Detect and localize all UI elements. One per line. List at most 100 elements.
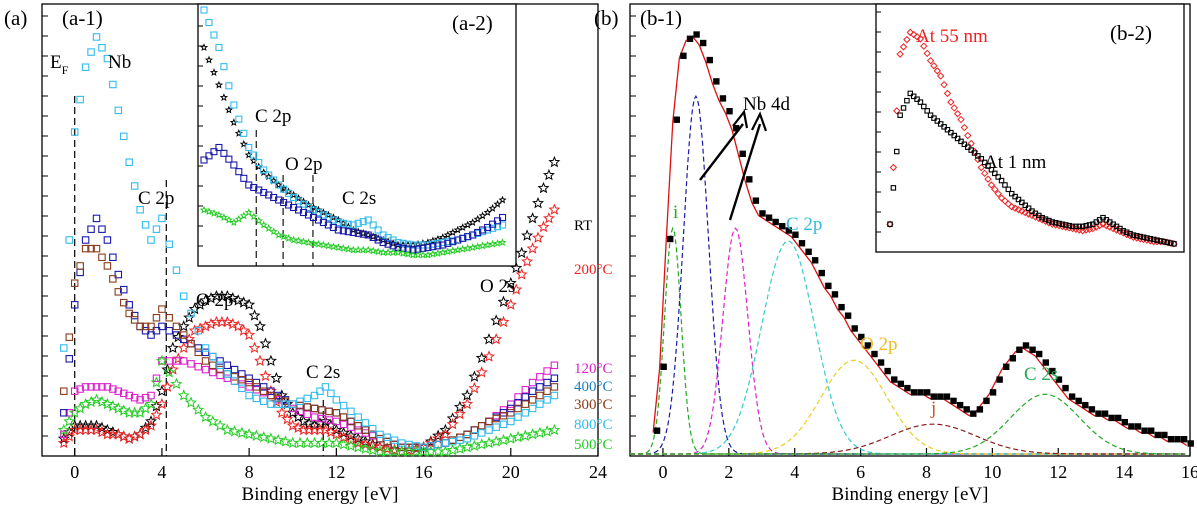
data-point <box>259 337 272 349</box>
data-point <box>543 367 551 375</box>
data-point <box>376 434 384 443</box>
data-point <box>177 389 190 401</box>
data-point <box>917 389 924 396</box>
data-point <box>548 203 561 215</box>
data-point <box>909 30 918 39</box>
data-point <box>943 89 952 98</box>
data-point <box>243 298 256 310</box>
panel-b1-tag: (b-1) <box>640 6 682 30</box>
data-point <box>76 262 84 270</box>
data-point <box>920 42 928 50</box>
data-point <box>179 357 188 365</box>
data-point <box>528 378 537 387</box>
data-point <box>673 116 681 123</box>
data-point <box>507 409 515 417</box>
data-point <box>214 419 227 431</box>
data-point <box>296 401 304 410</box>
data-point <box>1011 204 1019 212</box>
data-point <box>57 436 70 449</box>
data-point <box>275 181 283 189</box>
data-point <box>752 197 760 204</box>
data-point <box>238 370 246 378</box>
data-point <box>818 269 825 277</box>
data-point <box>275 406 288 418</box>
data-point <box>145 415 158 427</box>
data-point <box>428 249 437 258</box>
data-point <box>125 301 133 309</box>
data-point <box>930 393 937 400</box>
data-point <box>240 174 248 182</box>
data-point <box>493 239 502 247</box>
data-point <box>468 218 477 226</box>
data-point <box>1157 238 1164 244</box>
data-point <box>364 216 372 224</box>
data-point <box>310 413 319 421</box>
data-point <box>155 397 168 410</box>
x-tick-label-b: 8 <box>922 462 931 482</box>
data-point <box>194 344 203 352</box>
plot-a2 <box>198 6 507 267</box>
data-point <box>1062 384 1069 392</box>
x-tick-label-b: 2 <box>724 462 733 482</box>
data-point <box>504 298 517 310</box>
data-point <box>894 148 900 155</box>
data-point <box>897 112 903 118</box>
data-point <box>948 129 954 136</box>
c2p-label-a2: C 2p <box>255 106 291 127</box>
data-point <box>172 266 181 274</box>
data-point <box>1164 239 1170 246</box>
data-point <box>871 350 878 358</box>
data-point <box>433 248 442 257</box>
data-point <box>940 80 948 89</box>
data-point <box>512 431 525 443</box>
legend-item: 500°C <box>574 437 613 453</box>
data-point <box>448 246 457 255</box>
data-point <box>477 429 486 437</box>
data-point <box>439 445 452 457</box>
data-point <box>130 316 139 324</box>
data-point <box>359 230 367 238</box>
legend-item: 120°C <box>574 361 613 377</box>
data-point <box>252 378 261 387</box>
data-point <box>981 159 988 166</box>
c2s-label-a1: C 2s <box>306 362 340 383</box>
annotation-arrow <box>728 123 762 221</box>
data-point <box>1056 220 1062 227</box>
data-point <box>739 150 746 157</box>
data-point <box>858 333 865 341</box>
data-point <box>913 33 921 41</box>
data-point <box>281 412 294 425</box>
data-point <box>958 138 964 145</box>
data-point <box>968 147 974 153</box>
data-point <box>249 212 258 221</box>
data-point <box>667 235 674 243</box>
data-point <box>201 348 210 357</box>
plot-b2 <box>876 11 1178 253</box>
data-point <box>95 421 108 434</box>
data-point <box>543 396 551 404</box>
data-point <box>515 246 528 259</box>
data-point <box>270 395 283 408</box>
data-point <box>985 163 991 169</box>
data-point <box>344 439 357 452</box>
data-point <box>339 244 348 252</box>
data-point <box>1042 359 1049 366</box>
data-point <box>399 249 408 257</box>
data-point <box>967 139 975 148</box>
data-point <box>209 361 217 370</box>
data-point <box>63 415 76 427</box>
data-point <box>927 112 934 118</box>
data-point <box>983 397 990 405</box>
data-point <box>252 383 261 391</box>
data-point <box>485 417 493 426</box>
data-point <box>899 43 908 51</box>
data-point <box>225 82 233 90</box>
data-point <box>194 298 207 310</box>
nb4d-label: Nb 4d <box>743 94 790 115</box>
data-point <box>374 226 382 234</box>
data-point <box>76 268 84 277</box>
data-point <box>194 326 203 335</box>
data-point <box>152 374 161 382</box>
data-point <box>309 239 318 247</box>
data-point <box>398 439 406 447</box>
